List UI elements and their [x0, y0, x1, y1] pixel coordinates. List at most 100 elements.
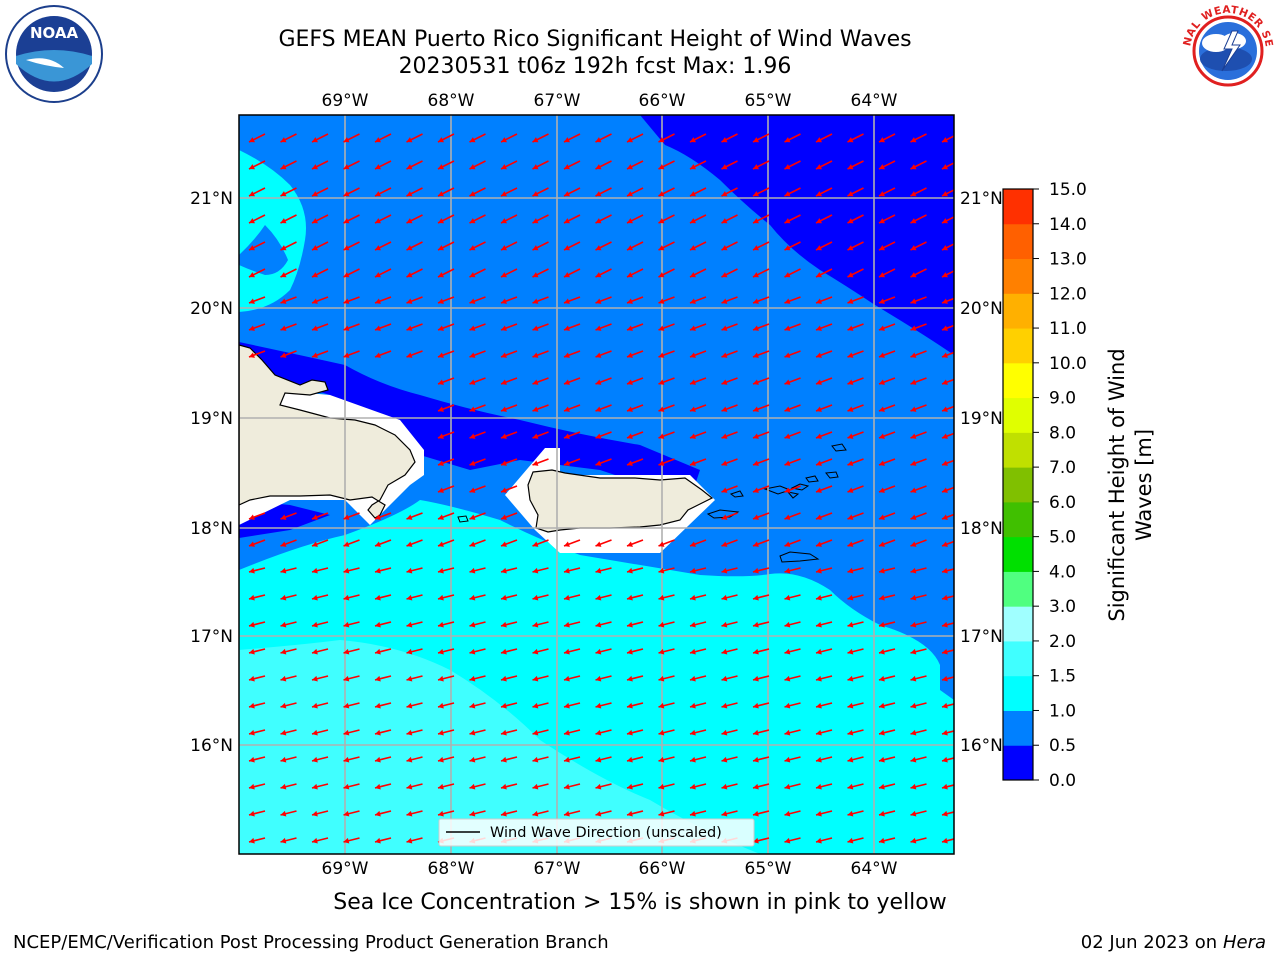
wave-arrow-head — [438, 352, 444, 358]
wave-arrow-head — [910, 460, 917, 466]
wave-arrow-head — [816, 621, 822, 628]
wave-arrow-head — [343, 272, 350, 278]
wave-arrow-head — [406, 621, 413, 628]
wave-arrow-head — [658, 245, 665, 251]
wave-arrow-head — [942, 541, 948, 547]
wave-arrow-head — [249, 783, 255, 790]
wave-arrow-head — [469, 433, 476, 439]
wave-arrow-head — [753, 810, 759, 817]
wave-arrow-head — [564, 729, 570, 736]
wave-arrow-head — [406, 298, 413, 304]
wave-arrow-head — [847, 164, 854, 170]
lon-label-bottom: 64°W — [851, 859, 898, 879]
wave-arrow-head — [280, 164, 287, 170]
wave-arrow-head — [280, 648, 287, 655]
wave-arrow-head — [343, 729, 350, 736]
colorbar-tick-label: 5.0 — [1049, 528, 1076, 548]
wave-arrow-head — [910, 191, 917, 197]
wave-arrow-head — [438, 460, 444, 466]
wave-arrow-head — [343, 218, 350, 224]
wave-arrow-head — [532, 621, 539, 628]
host-name: Hera — [1222, 932, 1266, 953]
wave-arrow-head — [942, 433, 948, 439]
wave-arrow-head — [847, 406, 854, 412]
wave-arrow-head — [910, 729, 917, 736]
wave-arrow-head — [438, 245, 444, 251]
wave-arrow-head — [816, 783, 822, 790]
wave-arrow-head — [721, 352, 728, 358]
wave-arrow-head — [249, 191, 255, 197]
wave-arrow-head — [532, 810, 539, 817]
wave-arrow-head — [753, 756, 759, 763]
wave-arrow-head — [784, 325, 791, 331]
colorbar-tick-label: 4.0 — [1049, 562, 1076, 582]
wave-arrow-head — [501, 137, 507, 143]
wave-arrow-head — [816, 379, 822, 385]
wave-arrow-head — [627, 567, 633, 574]
wave-arrow-head — [910, 406, 917, 412]
wave-arrow-head — [595, 325, 602, 331]
colorbar-tick-label: 7.0 — [1049, 458, 1076, 478]
wave-arrow-head — [816, 433, 822, 439]
wave-arrow-head — [879, 379, 885, 385]
wave-arrow-head — [847, 837, 854, 844]
wave-arrow-head — [753, 137, 759, 143]
wave-arrow-head — [469, 729, 476, 736]
wave-arrow-head — [501, 460, 507, 466]
lat-label-right: 21°N — [960, 189, 1003, 209]
wave-arrow-head — [564, 352, 570, 358]
colorbar-segment — [1003, 293, 1033, 329]
wave-arrow-head — [564, 433, 570, 439]
wave-arrow-head — [910, 541, 917, 547]
wave-arrow-head — [753, 460, 759, 466]
wave-arrow-head — [910, 164, 917, 170]
wave-arrow-head — [564, 325, 570, 331]
wave-arrow-head — [469, 514, 476, 520]
colorbar-segment — [1003, 745, 1033, 781]
wave-arrow-head — [721, 191, 728, 197]
wave-arrow-head — [879, 433, 885, 439]
wave-arrow-head — [564, 406, 570, 412]
wave-arrow-head — [690, 594, 696, 601]
wave-arrow-head — [784, 810, 791, 817]
lon-label-bottom: 65°W — [745, 859, 792, 879]
wave-arrow-head — [343, 191, 350, 197]
wave-arrow-head — [658, 541, 665, 547]
wave-arrow-head — [753, 218, 759, 224]
wave-arrow-head — [375, 541, 381, 547]
colorbar-frame — [1002, 188, 1034, 781]
wave-arrow-head — [280, 756, 287, 763]
wave-arrow-head — [406, 729, 413, 736]
wave-arrow-head — [438, 648, 444, 655]
wave-arrow-head — [438, 541, 444, 547]
wave-arrow-head — [784, 460, 791, 466]
wave-arrow-head — [784, 783, 791, 790]
wave-arrow-head — [532, 729, 539, 736]
wave-arrow-head — [532, 379, 539, 385]
wave-arrow-head — [690, 729, 696, 736]
wave-arrow-head — [312, 567, 318, 574]
wave-arrow-head — [469, 272, 476, 278]
wave-arrow-head — [406, 702, 413, 709]
wave-arrow-head — [595, 702, 602, 709]
wave-arrow-head — [564, 460, 570, 466]
wave-arrow-head — [249, 514, 255, 520]
wave-arrow-head — [564, 567, 570, 574]
wave-arrow-head — [406, 594, 413, 601]
wave-arrow-head — [438, 325, 444, 331]
colorbar-segment — [1003, 571, 1033, 607]
wave-arrow-head — [879, 298, 885, 304]
wave-arrow-head — [721, 379, 728, 385]
colorbar-tick-label: 13.0 — [1049, 250, 1087, 270]
lat-labels-left: 21°N 20°N 19°N 18°N 17°N 16°N — [190, 189, 233, 756]
wave-arrow-head — [375, 137, 381, 143]
wave-arrow-head — [690, 433, 696, 439]
wave-arrow-head — [249, 218, 255, 224]
wave-arrow-head — [406, 810, 413, 817]
lon-label-top: 68°W — [428, 91, 475, 111]
wave-arrow-head — [942, 810, 948, 817]
wave-arrow-head — [532, 756, 539, 763]
wave-arrow-head — [658, 164, 665, 170]
wave-arrow-head — [721, 272, 728, 278]
